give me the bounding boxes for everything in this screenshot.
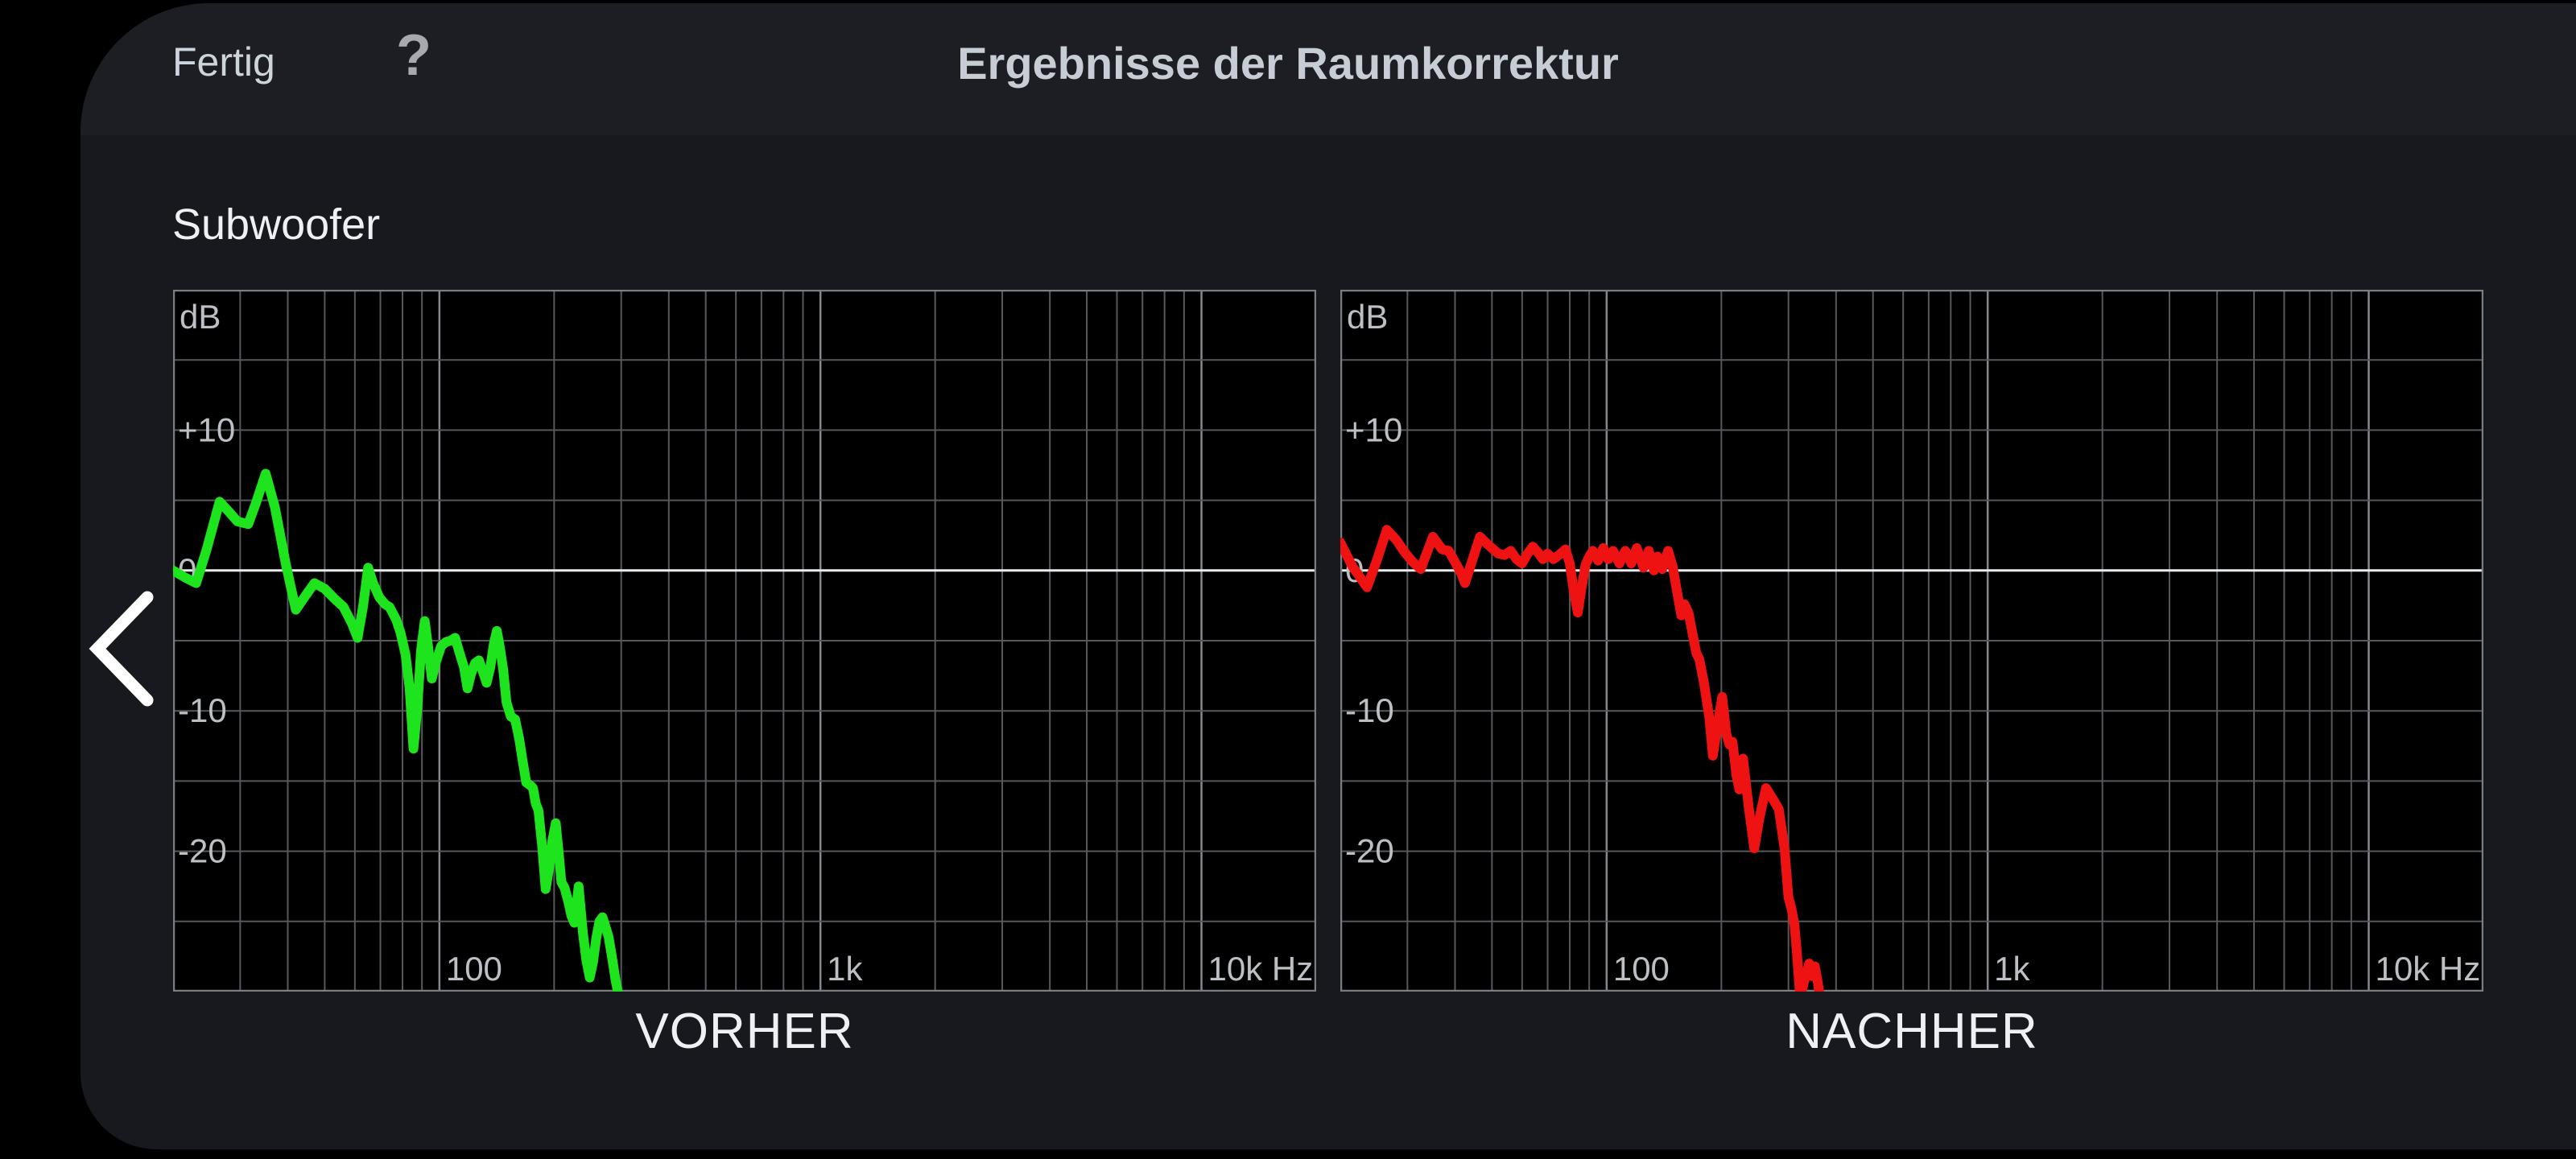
chart-caption-vorher: VORHER (635, 1004, 854, 1059)
svg-text:-20: -20 (178, 832, 227, 870)
svg-text:1k: 1k (827, 950, 863, 988)
svg-text:100: 100 (1613, 950, 1670, 988)
chart-caption-nachher: NACHHER (1785, 1004, 2038, 1059)
help-icon[interactable]: ? (396, 23, 431, 88)
svg-text:100: 100 (446, 950, 502, 988)
chevron-left-icon (89, 591, 154, 707)
svg-text:+10: +10 (178, 410, 235, 448)
svg-text:-10: -10 (178, 691, 227, 729)
svg-text:-10: -10 (1345, 691, 1394, 729)
svg-text:+10: +10 (1345, 410, 1402, 448)
back-button[interactable] (83, 588, 163, 708)
svg-text:dB: dB (180, 298, 221, 336)
svg-text:1k: 1k (1994, 950, 2030, 988)
page-title: Ergebnisse der Raumkorrektur (957, 38, 1619, 89)
top-bar (80, 3, 2576, 135)
svg-text:dB: dB (1347, 298, 1388, 336)
speaker-label: Subwoofer (172, 200, 381, 249)
svg-text:10k Hz: 10k Hz (1208, 950, 1314, 988)
done-button[interactable]: Fertig (172, 39, 275, 85)
svg-text:-20: -20 (1345, 832, 1394, 870)
svg-text:10k Hz: 10k Hz (2376, 950, 2481, 988)
